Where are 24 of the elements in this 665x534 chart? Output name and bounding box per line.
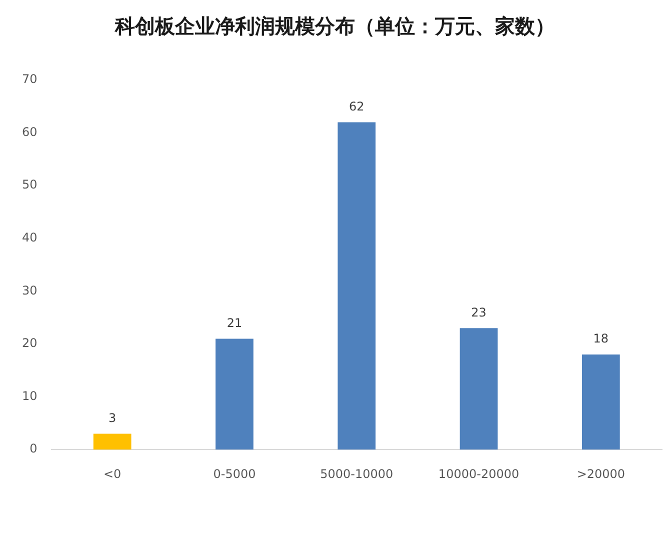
- y-tick-label: 50: [22, 178, 38, 192]
- bar: [216, 338, 254, 450]
- chart-title: 科创板企业净利润规模分布（单位：万元、家数）: [114, 14, 555, 38]
- bar: [460, 328, 498, 450]
- y-tick-label: 60: [22, 124, 38, 139]
- y-tick-label: 20: [22, 336, 38, 350]
- x-tick-label: 10000-20000: [438, 466, 520, 481]
- data-label: 21: [226, 316, 242, 330]
- y-tick-label: 40: [22, 230, 38, 245]
- bar: [338, 122, 376, 450]
- bar: [582, 354, 620, 450]
- x-tick-label: 0-5000: [213, 466, 256, 481]
- data-label: 62: [348, 99, 364, 114]
- y-tick-label: 30: [22, 283, 38, 298]
- x-tick-label: >20000: [576, 466, 626, 481]
- y-tick-label: 10: [22, 388, 38, 403]
- bar: [93, 434, 132, 450]
- y-tick-label: 70: [22, 72, 38, 86]
- data-label: 23: [471, 305, 486, 320]
- data-label: 3: [108, 410, 116, 425]
- data-label: 18: [593, 332, 609, 346]
- x-tick-label: 5000-10000: [320, 466, 394, 481]
- y-tick-label: 0: [30, 442, 38, 456]
- x-tick-label: <0: [103, 466, 122, 481]
